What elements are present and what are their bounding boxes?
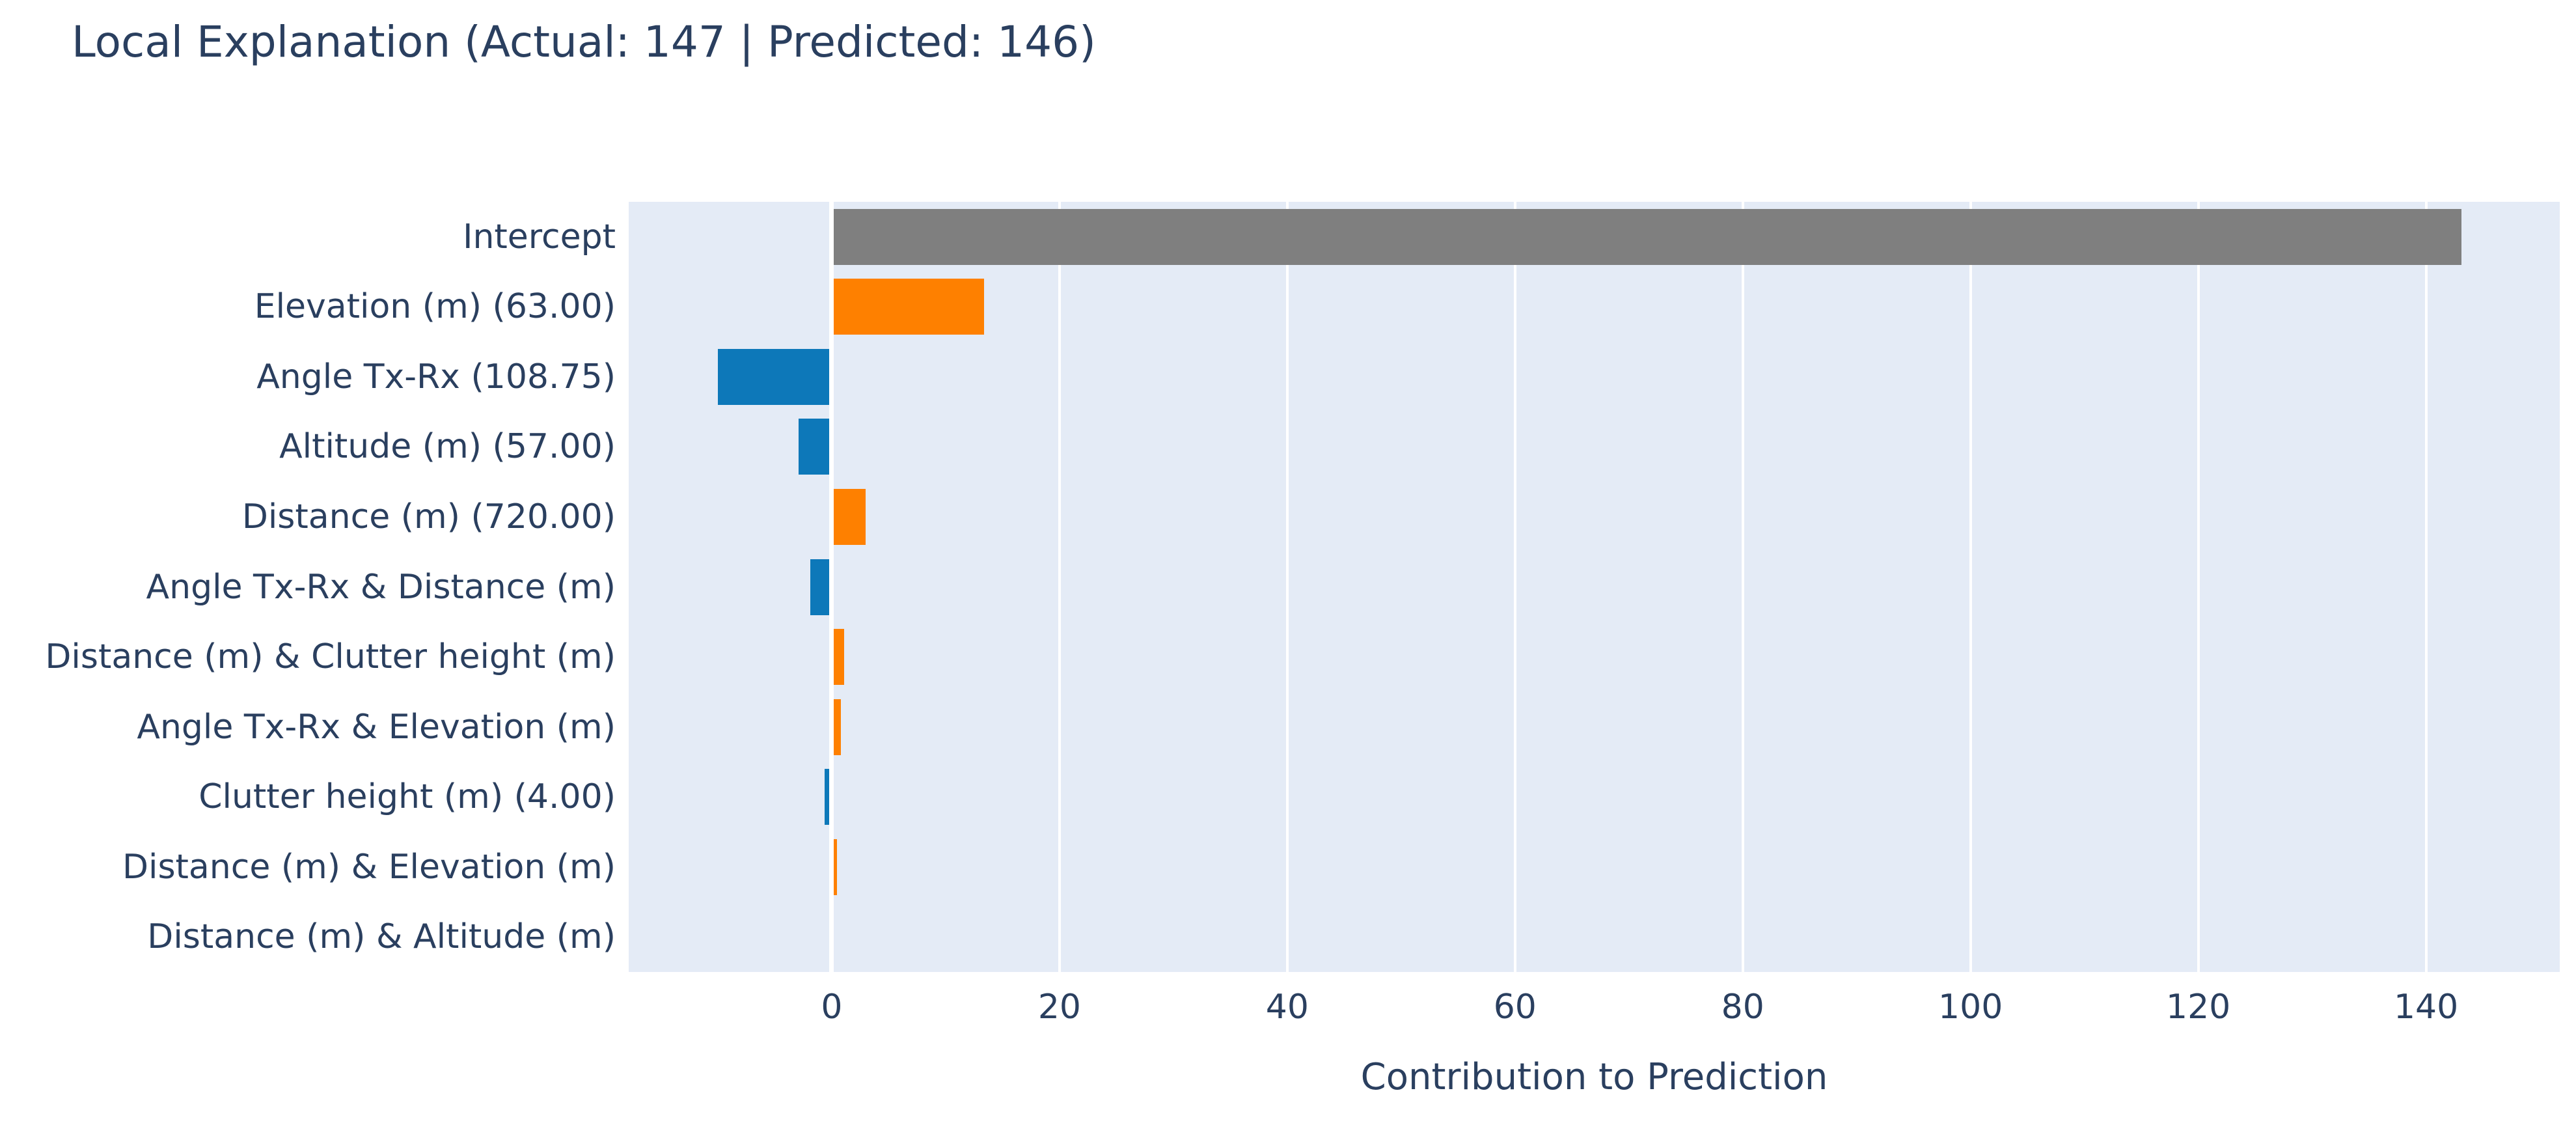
gridline [2197,202,2200,972]
y-axis-label: Distance (m) & Altitude (m) [147,917,616,957]
y-axis-label: Angle Tx-Rx (108.75) [256,357,616,396]
y-axis-labels: Intercept Elevation (m) (63.00) Angle Tx-R… [0,202,616,972]
gridline [2424,202,2428,972]
y-axis-label: Angle Tx-Rx & Elevation (m) [137,707,616,747]
x-tick-label: 40 [1265,988,1309,1027]
x-tick-label: 120 [2165,988,2231,1027]
chart-title: Local Explanation (Actual: 147 | Predict… [72,17,1096,67]
contribution-bar [831,279,985,335]
x-tick-label: 100 [1938,988,2003,1027]
x-tick-label: 0 [821,988,843,1027]
zero-line [829,202,834,972]
gridline [1285,202,1289,972]
y-axis-label: Clutter height (m) (4.00) [199,777,616,817]
gridline [1741,202,1744,972]
x-tick-label: 80 [1721,988,1764,1027]
contribution-bar [831,488,866,545]
y-axis-label: Intercept [463,217,616,256]
x-tick-label: 140 [2393,988,2459,1027]
contribution-bar [831,839,837,895]
x-tick-label: 60 [1493,988,1537,1027]
y-axis-label: Altitude (m) (57.00) [279,427,616,467]
contribution-bar [831,629,845,686]
contribution-bar [831,208,2461,265]
gridline [1513,202,1516,972]
x-axis-title: Contribution to Prediction [1360,1056,1828,1098]
gridline [1058,202,1061,972]
contribution-bar [799,419,832,475]
x-tick-label: 20 [1037,988,1081,1027]
y-axis-label: Distance (m) & Clutter height (m) [45,637,616,677]
plot-area [629,202,2560,972]
contribution-bar [810,559,832,615]
contribution-bar [718,348,832,405]
x-axis-ticks: 0 20 40 60 80 100 120 140 [629,988,2560,1027]
y-axis-label: Distance (m) (720.00) [241,497,616,536]
gridline [1969,202,1972,972]
contribution-bar [824,769,832,825]
y-axis-label: Distance (m) & Elevation (m) [122,847,616,887]
y-axis-label: Angle Tx-Rx & Distance (m) [146,567,616,607]
y-axis-label: Elevation (m) (63.00) [254,287,616,327]
